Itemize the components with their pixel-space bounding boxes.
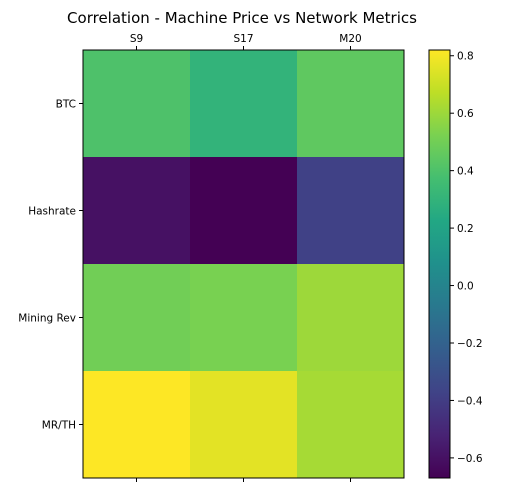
heatmap-cell [83,157,191,265]
colorbar-ticks: −0.6 −0.4 −0.2 0.0 0.2 0.4 0.6 0.8 [450,51,483,465]
heatmap-cells [83,50,405,479]
heatmap-cell [190,371,298,479]
heatmap-cell [190,157,298,265]
heatmap-cell [83,50,191,158]
colorbar-tick-label: −0.6 [457,453,483,465]
colorbar-tick-label: 0.8 [457,51,474,63]
colorbar-tick-label: 0.6 [457,108,474,120]
colorbar-tick-label: 0.4 [457,166,474,178]
colorbar [428,49,451,479]
row-tick-label: Mining Rev [18,313,76,325]
chart-title: Correlation - Machine Price vs Network M… [67,9,417,27]
column-ticks: S9 S17 M20 [130,33,362,482]
heatmap-cell [297,50,405,158]
row-tick-label: Hashrate [28,206,76,218]
heatmap-cell [190,264,298,372]
heatmap-cell [297,371,405,479]
column-tick-label: S17 [233,33,253,45]
plot-frame [82,49,405,479]
heatmap-cell [297,157,405,265]
row-ticks: BTC Hashrate Mining Rev MR/TH [18,99,83,432]
colorbar-tick-label: 0.2 [457,223,474,235]
heatmap-cell [190,50,298,158]
heatmap-cell [83,371,191,479]
column-tick-label: S9 [130,33,143,45]
heatmap-cell [83,264,191,372]
row-tick-label: MR/TH [42,420,76,432]
row-tick-label: BTC [56,99,76,111]
heatmap-cell [297,264,405,372]
column-tick-label: M20 [339,33,361,45]
colorbar-tick-label: −0.2 [457,338,483,350]
colorbar-tick-label: 0.0 [457,281,474,293]
colorbar-tick-label: −0.4 [457,395,483,407]
